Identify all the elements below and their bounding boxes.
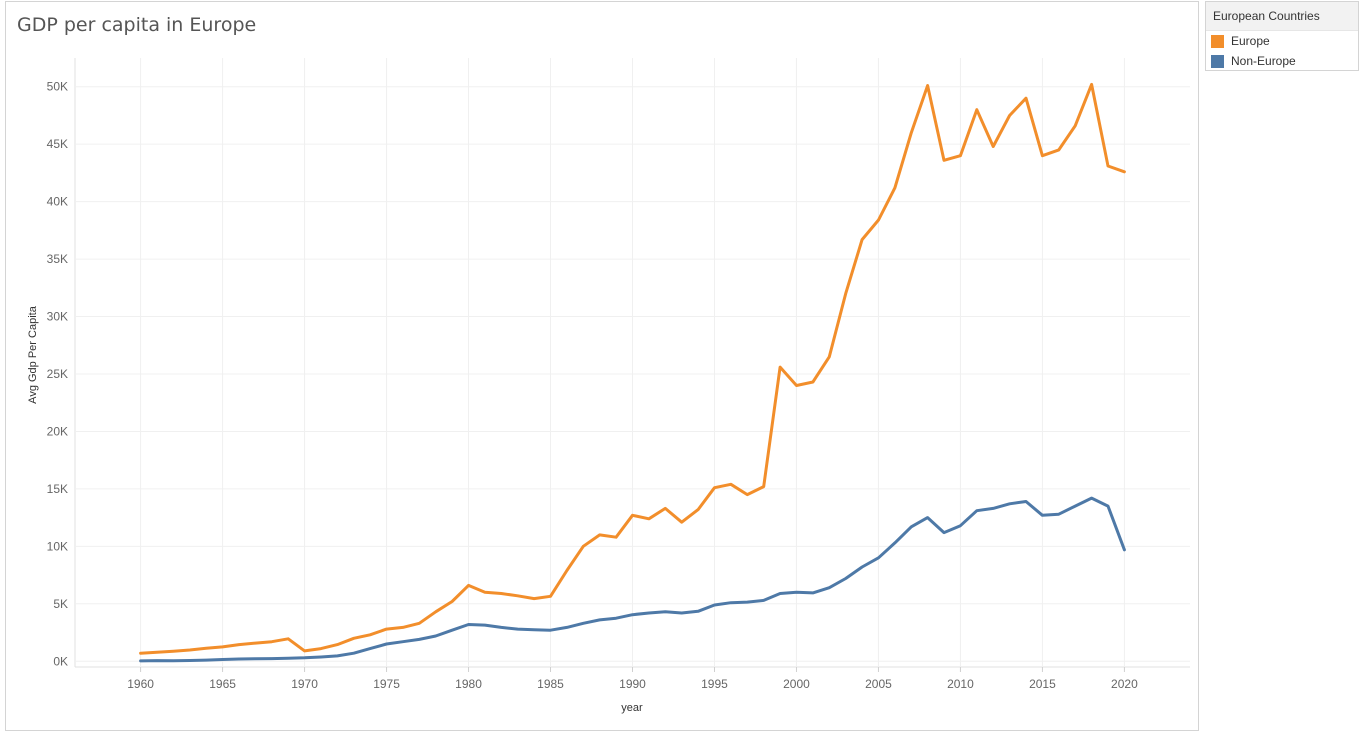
x-axis-title: year xyxy=(621,702,643,714)
y-tick-label: 25K xyxy=(47,367,68,381)
x-tick-label: 1995 xyxy=(701,677,728,691)
x-tick-label: 2010 xyxy=(947,677,974,691)
gridlines xyxy=(74,58,1190,668)
y-tick-label: 10K xyxy=(47,539,68,553)
y-tick-label: 5K xyxy=(53,597,68,611)
y-axis: 0K 5K 10K 15K 20K 25K 30K 35K 40K 45K 50K xyxy=(47,80,68,669)
legend-swatch xyxy=(1211,34,1224,48)
y-tick-label: 35K xyxy=(47,252,68,266)
x-tick-label: 1990 xyxy=(619,677,646,691)
legend-item-non-europe[interactable]: Non-Europe xyxy=(1206,51,1358,71)
legend-title: European Countries xyxy=(1206,2,1358,31)
legend-item-europe[interactable]: Europe xyxy=(1206,31,1358,51)
y-tick-label: 40K xyxy=(47,195,68,209)
chart-panel xyxy=(5,1,1199,731)
x-tick-label: 1985 xyxy=(537,677,564,691)
legend-label: Non-Europe xyxy=(1231,54,1296,68)
y-tick-label: 0K xyxy=(53,654,68,668)
x-tick-label: 1960 xyxy=(127,677,154,691)
x-tick-label: 1980 xyxy=(455,677,482,691)
chart-title: GDP per capita in Europe xyxy=(17,14,257,36)
y-tick-label: 30K xyxy=(47,310,68,324)
series-line-europe[interactable] xyxy=(139,82,1126,655)
x-axis: 1960 1965 1970 1975 1980 1985 1990 1995 2000 2005… xyxy=(127,667,1138,691)
series-layer xyxy=(139,82,1126,663)
y-tick-label: 45K xyxy=(47,137,68,151)
legend-items: Europe Non-Europe xyxy=(1206,31,1358,71)
legend-swatch xyxy=(1211,54,1224,68)
x-tick-label: 2020 xyxy=(1111,677,1138,691)
legend-label: Europe xyxy=(1231,34,1270,48)
legend[interactable]: European Countries Europe Non-Europe xyxy=(1205,1,1359,71)
y-tick-label: 50K xyxy=(47,80,68,94)
y-tick-label: 20K xyxy=(47,424,68,438)
x-tick-label: 2015 xyxy=(1029,677,1056,691)
x-tick-label: 2005 xyxy=(865,677,892,691)
x-tick-label: 2000 xyxy=(783,677,810,691)
y-tick-label: 15K xyxy=(47,482,68,496)
y-axis-title: Avg Gdp Per Capita xyxy=(27,305,39,404)
x-tick-label: 1970 xyxy=(291,677,318,691)
x-tick-label: 1965 xyxy=(209,677,236,691)
series-line-non-europe[interactable] xyxy=(139,496,1126,663)
x-tick-label: 1975 xyxy=(373,677,400,691)
